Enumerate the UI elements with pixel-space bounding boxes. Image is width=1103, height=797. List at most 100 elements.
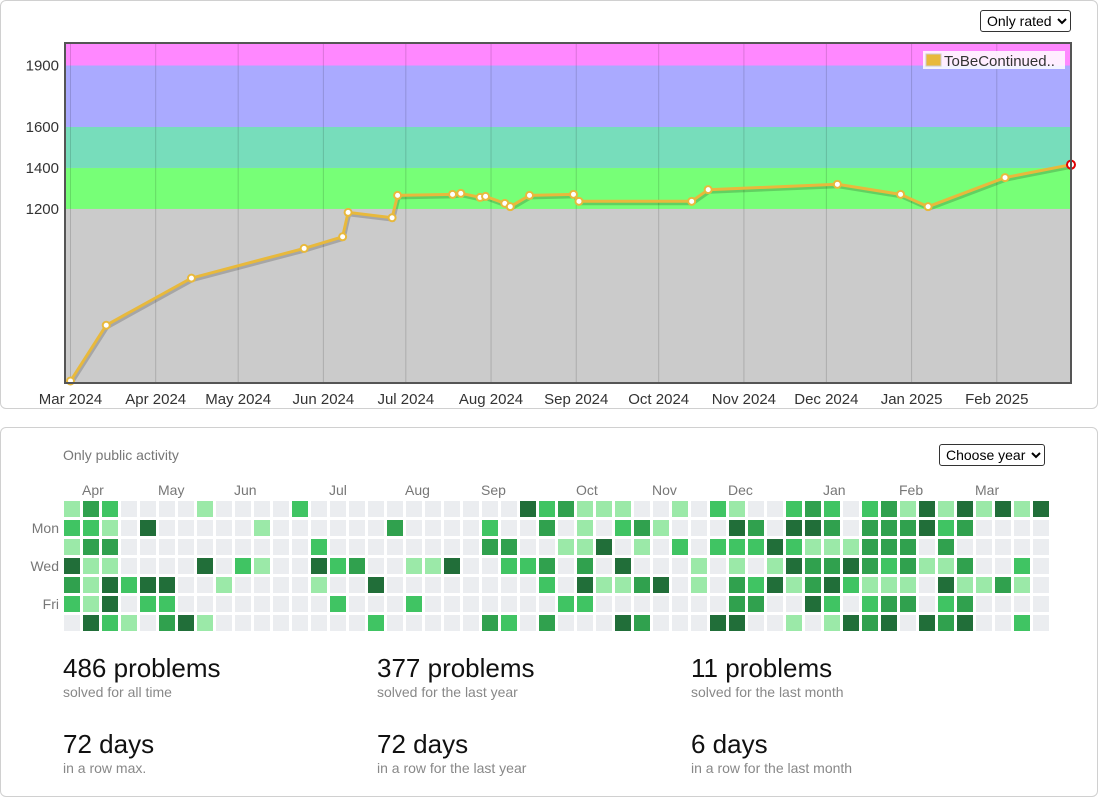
heatmap-day-cell[interactable] bbox=[539, 558, 555, 574]
heatmap-day-cell[interactable] bbox=[368, 558, 384, 574]
heatmap-day-cell[interactable] bbox=[140, 501, 156, 517]
heatmap-day-cell[interactable] bbox=[767, 558, 783, 574]
heatmap-day-cell[interactable] bbox=[311, 558, 327, 574]
heatmap-day-cell[interactable] bbox=[235, 615, 251, 631]
heatmap-day-cell[interactable] bbox=[197, 615, 213, 631]
heatmap-day-cell[interactable] bbox=[235, 520, 251, 536]
heatmap-day-cell[interactable] bbox=[64, 520, 80, 536]
heatmap-day-cell[interactable] bbox=[83, 577, 99, 593]
heatmap-day-cell[interactable] bbox=[976, 596, 992, 612]
heatmap-day-cell[interactable] bbox=[824, 596, 840, 612]
heatmap-day-cell[interactable] bbox=[653, 596, 669, 612]
heatmap-day-cell[interactable] bbox=[824, 539, 840, 555]
heatmap-day-cell[interactable] bbox=[406, 520, 422, 536]
heatmap-day-cell[interactable] bbox=[349, 520, 365, 536]
heatmap-day-cell[interactable] bbox=[140, 615, 156, 631]
heatmap-day-cell[interactable] bbox=[539, 520, 555, 536]
heatmap-day-cell[interactable] bbox=[653, 539, 669, 555]
heatmap-day-cell[interactable] bbox=[197, 596, 213, 612]
heatmap-day-cell[interactable] bbox=[558, 577, 574, 593]
heatmap-day-cell[interactable] bbox=[406, 596, 422, 612]
heatmap-day-cell[interactable] bbox=[748, 596, 764, 612]
heatmap-day-cell[interactable] bbox=[292, 539, 308, 555]
heatmap-day-cell[interactable] bbox=[710, 558, 726, 574]
heatmap-day-cell[interactable] bbox=[805, 577, 821, 593]
heatmap-day-cell[interactable] bbox=[311, 539, 327, 555]
heatmap-day-cell[interactable] bbox=[748, 558, 764, 574]
heatmap-day-cell[interactable] bbox=[634, 615, 650, 631]
heatmap-day-cell[interactable] bbox=[330, 501, 346, 517]
heatmap-day-cell[interactable] bbox=[767, 615, 783, 631]
heatmap-day-cell[interactable] bbox=[463, 501, 479, 517]
heatmap-day-cell[interactable] bbox=[539, 596, 555, 612]
heatmap-day-cell[interactable] bbox=[634, 596, 650, 612]
heatmap-day-cell[interactable] bbox=[197, 577, 213, 593]
heatmap-day-cell[interactable] bbox=[539, 577, 555, 593]
heatmap-day-cell[interactable] bbox=[159, 558, 175, 574]
heatmap-day-cell[interactable] bbox=[368, 520, 384, 536]
heatmap-day-cell[interactable] bbox=[862, 558, 878, 574]
heatmap-day-cell[interactable] bbox=[824, 520, 840, 536]
heatmap-day-cell[interactable] bbox=[900, 596, 916, 612]
heatmap-day-cell[interactable] bbox=[178, 596, 194, 612]
heatmap-day-cell[interactable] bbox=[349, 501, 365, 517]
heatmap-day-cell[interactable] bbox=[406, 577, 422, 593]
heatmap-day-cell[interactable] bbox=[672, 596, 688, 612]
heatmap-day-cell[interactable] bbox=[881, 501, 897, 517]
heatmap-day-cell[interactable] bbox=[748, 615, 764, 631]
heatmap-day-cell[interactable] bbox=[805, 615, 821, 631]
heatmap-day-cell[interactable] bbox=[140, 558, 156, 574]
heatmap-day-cell[interactable] bbox=[368, 596, 384, 612]
heatmap-day-cell[interactable] bbox=[672, 539, 688, 555]
rating-point[interactable] bbox=[338, 232, 348, 242]
heatmap-day-cell[interactable] bbox=[273, 577, 289, 593]
heatmap-day-cell[interactable] bbox=[292, 558, 308, 574]
rating-point[interactable] bbox=[481, 191, 491, 201]
heatmap-day-cell[interactable] bbox=[64, 558, 80, 574]
heatmap-day-cell[interactable] bbox=[691, 615, 707, 631]
heatmap-day-cell[interactable] bbox=[900, 577, 916, 593]
heatmap-day-cell[interactable] bbox=[862, 501, 878, 517]
rating-point[interactable] bbox=[343, 207, 353, 217]
heatmap-day-cell[interactable] bbox=[83, 520, 99, 536]
heatmap-day-cell[interactable] bbox=[976, 577, 992, 593]
heatmap-day-cell[interactable] bbox=[995, 558, 1011, 574]
heatmap-day-cell[interactable] bbox=[767, 520, 783, 536]
heatmap-day-cell[interactable] bbox=[330, 615, 346, 631]
heatmap-day-cell[interactable] bbox=[957, 520, 973, 536]
heatmap-day-cell[interactable] bbox=[311, 520, 327, 536]
heatmap-day-cell[interactable] bbox=[254, 615, 270, 631]
heatmap-day-cell[interactable] bbox=[425, 520, 441, 536]
heatmap-day-cell[interactable] bbox=[102, 577, 118, 593]
heatmap-day-cell[interactable] bbox=[216, 539, 232, 555]
rating-filter-select[interactable]: Only rated bbox=[980, 10, 1071, 32]
heatmap-day-cell[interactable] bbox=[1033, 596, 1049, 612]
heatmap-day-cell[interactable] bbox=[938, 501, 954, 517]
heatmap-day-cell[interactable] bbox=[311, 615, 327, 631]
heatmap-day-cell[interactable] bbox=[520, 615, 536, 631]
heatmap-day-cell[interactable] bbox=[349, 539, 365, 555]
heatmap-day-cell[interactable] bbox=[824, 577, 840, 593]
heatmap-day-cell[interactable] bbox=[995, 501, 1011, 517]
heatmap-day-cell[interactable] bbox=[615, 501, 631, 517]
heatmap-day-cell[interactable] bbox=[767, 596, 783, 612]
heatmap-day-cell[interactable] bbox=[615, 577, 631, 593]
heatmap-day-cell[interactable] bbox=[710, 577, 726, 593]
heatmap-day-cell[interactable] bbox=[349, 596, 365, 612]
heatmap-day-cell[interactable] bbox=[501, 596, 517, 612]
heatmap-day-cell[interactable] bbox=[577, 501, 593, 517]
heatmap-day-cell[interactable] bbox=[843, 558, 859, 574]
heatmap-day-cell[interactable] bbox=[482, 501, 498, 517]
heatmap-day-cell[interactable] bbox=[178, 520, 194, 536]
heatmap-day-cell[interactable] bbox=[387, 577, 403, 593]
heatmap-day-cell[interactable] bbox=[140, 596, 156, 612]
heatmap-day-cell[interactable] bbox=[1033, 577, 1049, 593]
heatmap-day-cell[interactable] bbox=[444, 520, 460, 536]
heatmap-day-cell[interactable] bbox=[216, 577, 232, 593]
heatmap-day-cell[interactable] bbox=[634, 558, 650, 574]
heatmap-day-cell[interactable] bbox=[482, 558, 498, 574]
heatmap-day-cell[interactable] bbox=[387, 539, 403, 555]
heatmap-day-cell[interactable] bbox=[121, 501, 137, 517]
heatmap-day-cell[interactable] bbox=[615, 615, 631, 631]
heatmap-day-cell[interactable] bbox=[425, 615, 441, 631]
